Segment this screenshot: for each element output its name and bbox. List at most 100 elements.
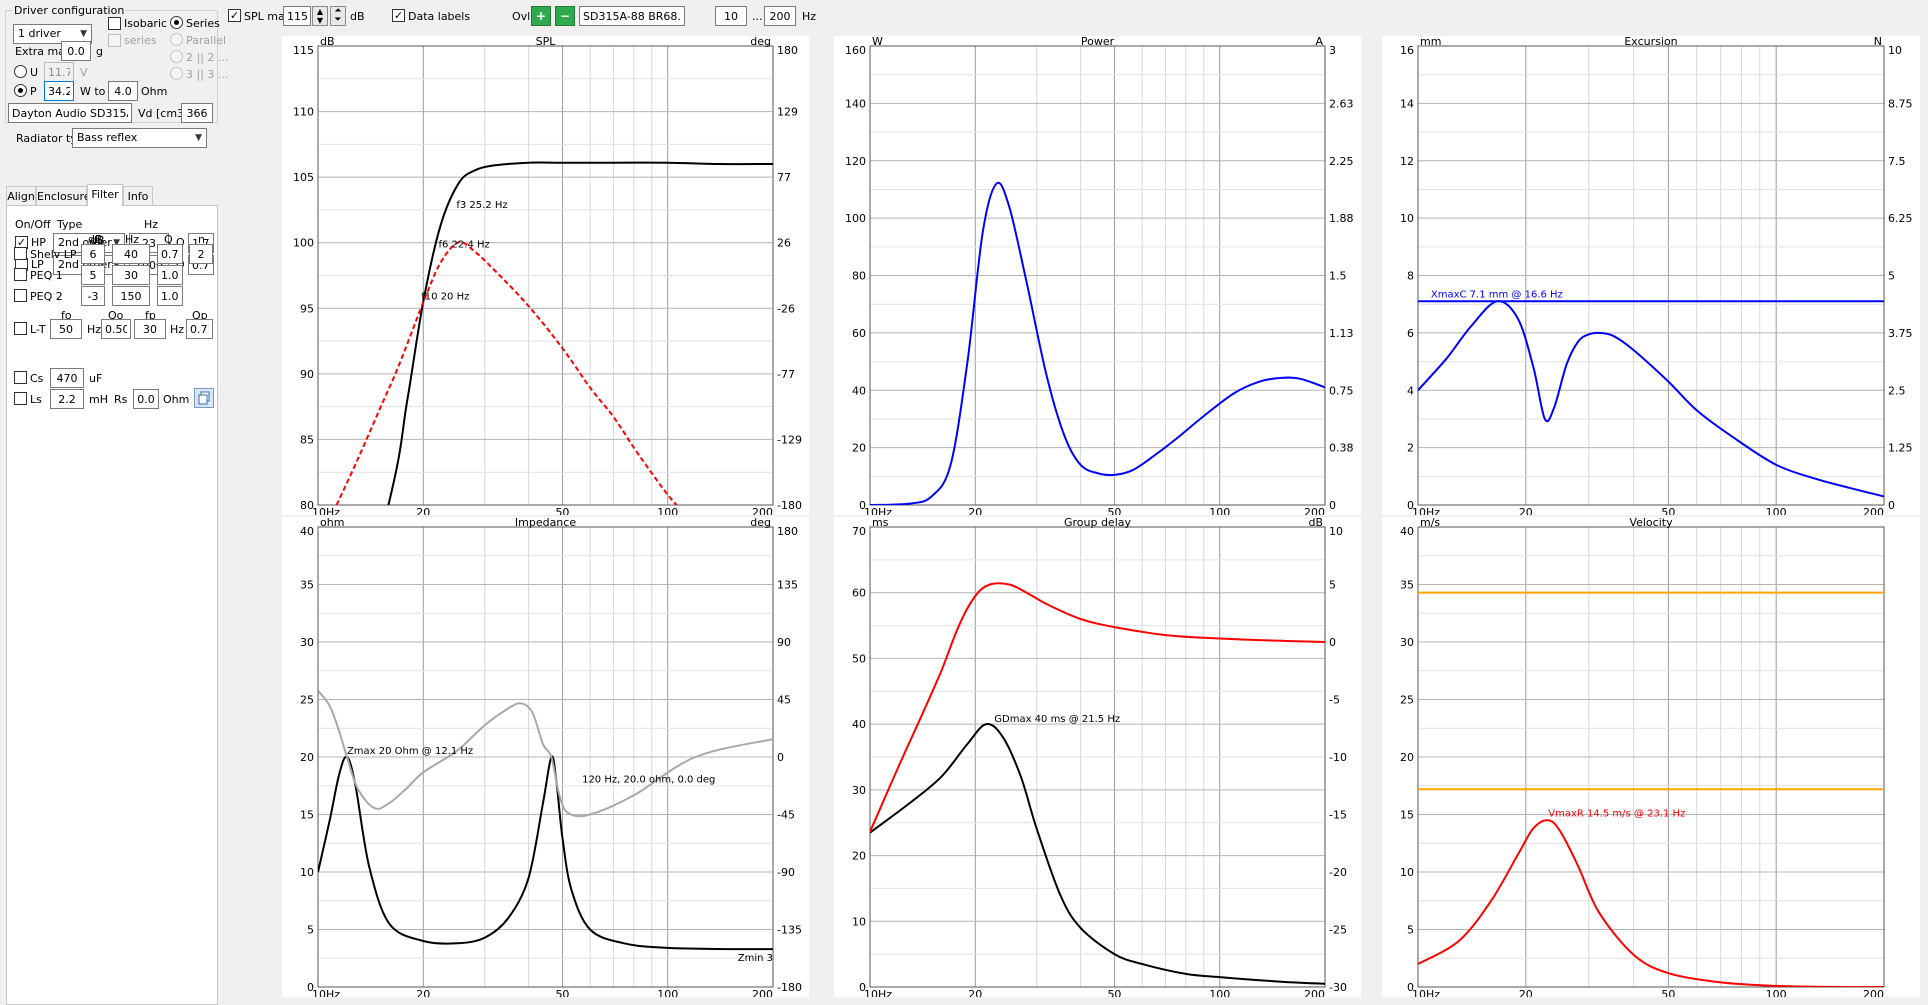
series-line-1	[870, 582, 1325, 833]
peq2-label: PEQ 2	[30, 290, 63, 303]
tab-align[interactable]: Align	[6, 186, 36, 206]
chart-title: Velocity	[1629, 517, 1673, 529]
y-tick-label: 40	[852, 718, 866, 731]
y2-tick-label: 0.75	[1329, 384, 1354, 397]
spl-max-checkbox[interactable]: ✓	[228, 9, 241, 22]
y2-tick-label: 1.5	[1329, 270, 1347, 283]
cs-checkbox[interactable]	[14, 371, 27, 384]
u-field[interactable]	[44, 62, 74, 82]
p-field[interactable]	[44, 81, 74, 101]
vd-field[interactable]	[181, 103, 213, 123]
y2-tick-label: -129	[777, 433, 802, 446]
y2-axis-label: A	[1315, 36, 1323, 48]
peq1-db-field[interactable]	[81, 265, 105, 285]
freq-min-field[interactable]	[715, 6, 747, 26]
driver-name-field[interactable]	[8, 103, 132, 123]
y-tick-label: 0	[1407, 981, 1414, 994]
shelv-hz-field[interactable]	[112, 244, 150, 264]
tab-filter[interactable]: Filter	[87, 184, 123, 206]
lt-checkbox[interactable]	[14, 322, 27, 335]
peq2-hz-field[interactable]	[112, 286, 150, 306]
velocity-chart-svg: Velocity m/s 0 5 10 15 20 25 30 35 40 10Hz 20 50 100 20…	[1400, 517, 1885, 997]
three-three-radio[interactable]	[170, 67, 183, 80]
peq1-q-field[interactable]	[157, 265, 183, 285]
y2-tick-label: -90	[777, 866, 795, 879]
tab-enclosure[interactable]: Enclosure	[36, 186, 91, 206]
peq2-q-field[interactable]	[157, 286, 183, 306]
y2-tick-label: 1.13	[1329, 327, 1354, 340]
lt-qp-field[interactable]	[186, 319, 213, 339]
peq1-checkbox[interactable]	[14, 268, 27, 281]
freq-max-field[interactable]	[764, 6, 796, 26]
peq2-db-field[interactable]	[81, 286, 105, 306]
isobaric-label: Isobaric	[124, 17, 168, 30]
series-radio[interactable]	[170, 16, 183, 29]
x-tick-label: 100	[1209, 988, 1230, 997]
y2-tick-label: -5	[1329, 694, 1340, 707]
fo-header: fo	[61, 309, 72, 322]
freq-unit: Hz	[802, 10, 817, 23]
series-line-1	[335, 241, 678, 505]
two-two-radio[interactable]	[170, 50, 183, 63]
fit-vertical-icon[interactable]: ⏶ ⏷	[330, 6, 346, 26]
shelv-db-field[interactable]	[81, 244, 105, 264]
series-sub-checkbox[interactable]	[108, 34, 121, 47]
radiator-type-dropdown[interactable]: Bass reflex ▼	[72, 128, 207, 148]
series-label: Series	[186, 17, 220, 30]
lt-fo-field[interactable]	[50, 319, 82, 339]
y-tick-label: 25	[1400, 694, 1414, 707]
driver-count-value: 1 driver	[18, 27, 61, 40]
shelv-checkbox[interactable]	[14, 247, 27, 260]
y-tick-label: 120	[845, 155, 866, 168]
ohm-field[interactable]	[108, 81, 138, 101]
y2-tick-label: -10	[1329, 751, 1347, 764]
add-overlay-button[interactable]: +	[531, 6, 551, 26]
plot-frame	[317, 45, 774, 506]
group-delay-chart: Group delay ms dB 0 10 20 30 40 50 60 70 -30 -25 -20-…	[834, 517, 1361, 997]
peq2-checkbox[interactable]	[14, 289, 27, 302]
cs-field[interactable]	[50, 368, 84, 388]
copy-icon[interactable]	[194, 388, 214, 408]
u-radio[interactable]	[14, 65, 27, 78]
y-axis-label: ohm	[320, 517, 344, 529]
shelv-db-header: dB	[90, 234, 105, 247]
lt-fp-field[interactable]	[134, 319, 166, 339]
y2-axis-label: dB	[1308, 517, 1323, 529]
rs-field[interactable]	[133, 389, 159, 409]
driver-count-dropdown[interactable]: 1 driver ▼	[13, 24, 92, 44]
x-tick-label: 50	[555, 988, 569, 997]
y-tick-label: 10	[1400, 212, 1414, 225]
spl-max-field[interactable]	[283, 6, 311, 26]
extra-mass-field[interactable]	[61, 41, 91, 61]
tab-info[interactable]: Info	[123, 186, 153, 206]
ls-checkbox[interactable]	[14, 392, 27, 405]
lt-qo-field[interactable]	[101, 319, 131, 339]
x-tick-label: 100	[657, 988, 678, 997]
y2-tick-label: 5	[1888, 270, 1895, 283]
onoff-header: On/Off	[15, 218, 51, 231]
parallel-radio[interactable]	[170, 33, 183, 46]
y-axis-label: ms	[872, 517, 889, 529]
y-tick-label: 2	[1407, 442, 1414, 455]
overlay-name-field[interactable]	[579, 6, 685, 26]
data-label: 120 Hz, 20.0 ohm, 0.0 deg	[582, 775, 715, 786]
spin-updown-icon[interactable]: ▲ ▼	[312, 6, 328, 26]
y2-tick-label: 0	[1329, 636, 1336, 649]
isobaric-checkbox[interactable]	[108, 17, 121, 30]
peq1-hz-field[interactable]	[112, 265, 150, 285]
data-labels-checkbox[interactable]: ✓	[392, 9, 405, 22]
velocity-chart: Velocity m/s 0 5 10 15 20 25 30 35 40 10Hz 20 50 100 20…	[1382, 517, 1920, 997]
x-tick-label: 100	[657, 506, 678, 515]
x-tick-label: 100	[1766, 988, 1787, 997]
shelv-n-field[interactable]	[189, 244, 213, 264]
p-unit: W to	[80, 85, 106, 98]
shelv-q-field[interactable]	[157, 244, 183, 264]
remove-overlay-button[interactable]: −	[555, 6, 575, 26]
fp-header: fp	[145, 309, 156, 322]
y2-tick-label: 2.5	[1888, 384, 1906, 397]
lt-label: L-T	[30, 323, 46, 336]
p-radio[interactable]	[14, 84, 27, 97]
cs-label: Cs	[30, 372, 44, 385]
ls-field[interactable]	[50, 389, 84, 409]
y2-tick-label: 6.25	[1888, 212, 1913, 225]
